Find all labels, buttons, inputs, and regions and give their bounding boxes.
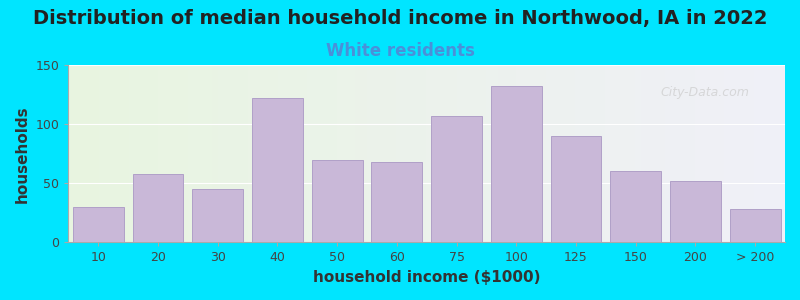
Bar: [252, 98, 303, 242]
Bar: [192, 189, 243, 242]
Bar: [670, 181, 721, 242]
Bar: [371, 162, 422, 242]
Text: White residents: White residents: [326, 42, 474, 60]
Text: Distribution of median household income in Northwood, IA in 2022: Distribution of median household income …: [33, 9, 767, 28]
Bar: [133, 174, 183, 242]
Bar: [312, 160, 362, 242]
Bar: [610, 171, 661, 242]
Bar: [550, 136, 602, 242]
X-axis label: household income ($1000): household income ($1000): [313, 270, 541, 285]
Bar: [431, 116, 482, 242]
Y-axis label: households: households: [15, 105, 30, 202]
Bar: [730, 209, 781, 242]
Bar: [491, 86, 542, 242]
Bar: [73, 207, 124, 242]
Text: City-Data.com: City-Data.com: [660, 86, 749, 99]
